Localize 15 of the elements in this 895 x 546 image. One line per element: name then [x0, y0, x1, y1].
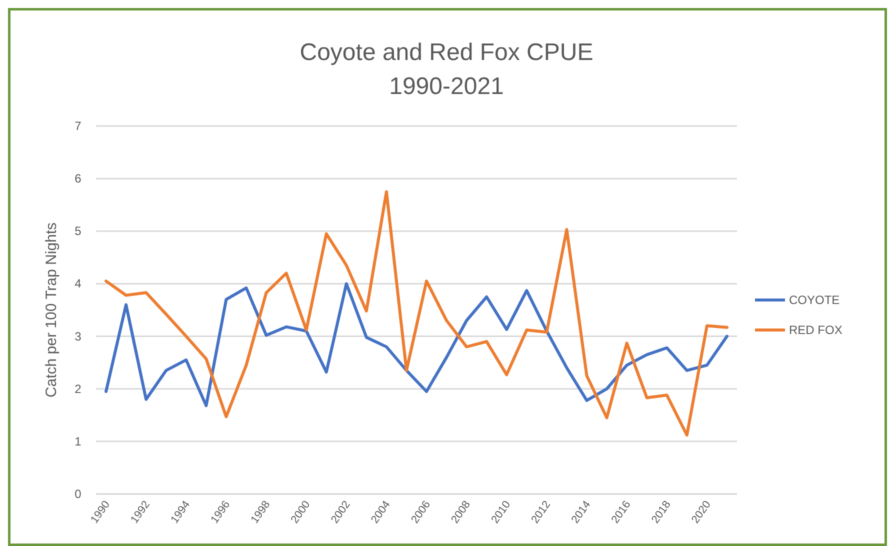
chart-subtitle: 1990-2021: [389, 73, 504, 100]
y-tick-label: 1: [74, 434, 82, 448]
y-tick-label: 7: [74, 119, 82, 133]
chart-title: Coyote and Red Fox CPUE: [300, 39, 594, 66]
legend-label: RED FOX: [789, 323, 842, 337]
y-tick-label: 4: [74, 276, 82, 291]
line-series: [104, 190, 728, 437]
y-tick-label: 0: [74, 487, 82, 501]
legend-label: COYOTE: [789, 293, 840, 307]
line-series: [104, 282, 728, 408]
y-tick-label: 2: [74, 382, 82, 396]
y-tick-label: 6: [74, 172, 82, 186]
y-tick-label: 3: [74, 329, 82, 344]
y-tick-label: 5: [74, 224, 82, 238]
y-axis-title: Catch per 100 Trap Nights: [43, 222, 60, 398]
